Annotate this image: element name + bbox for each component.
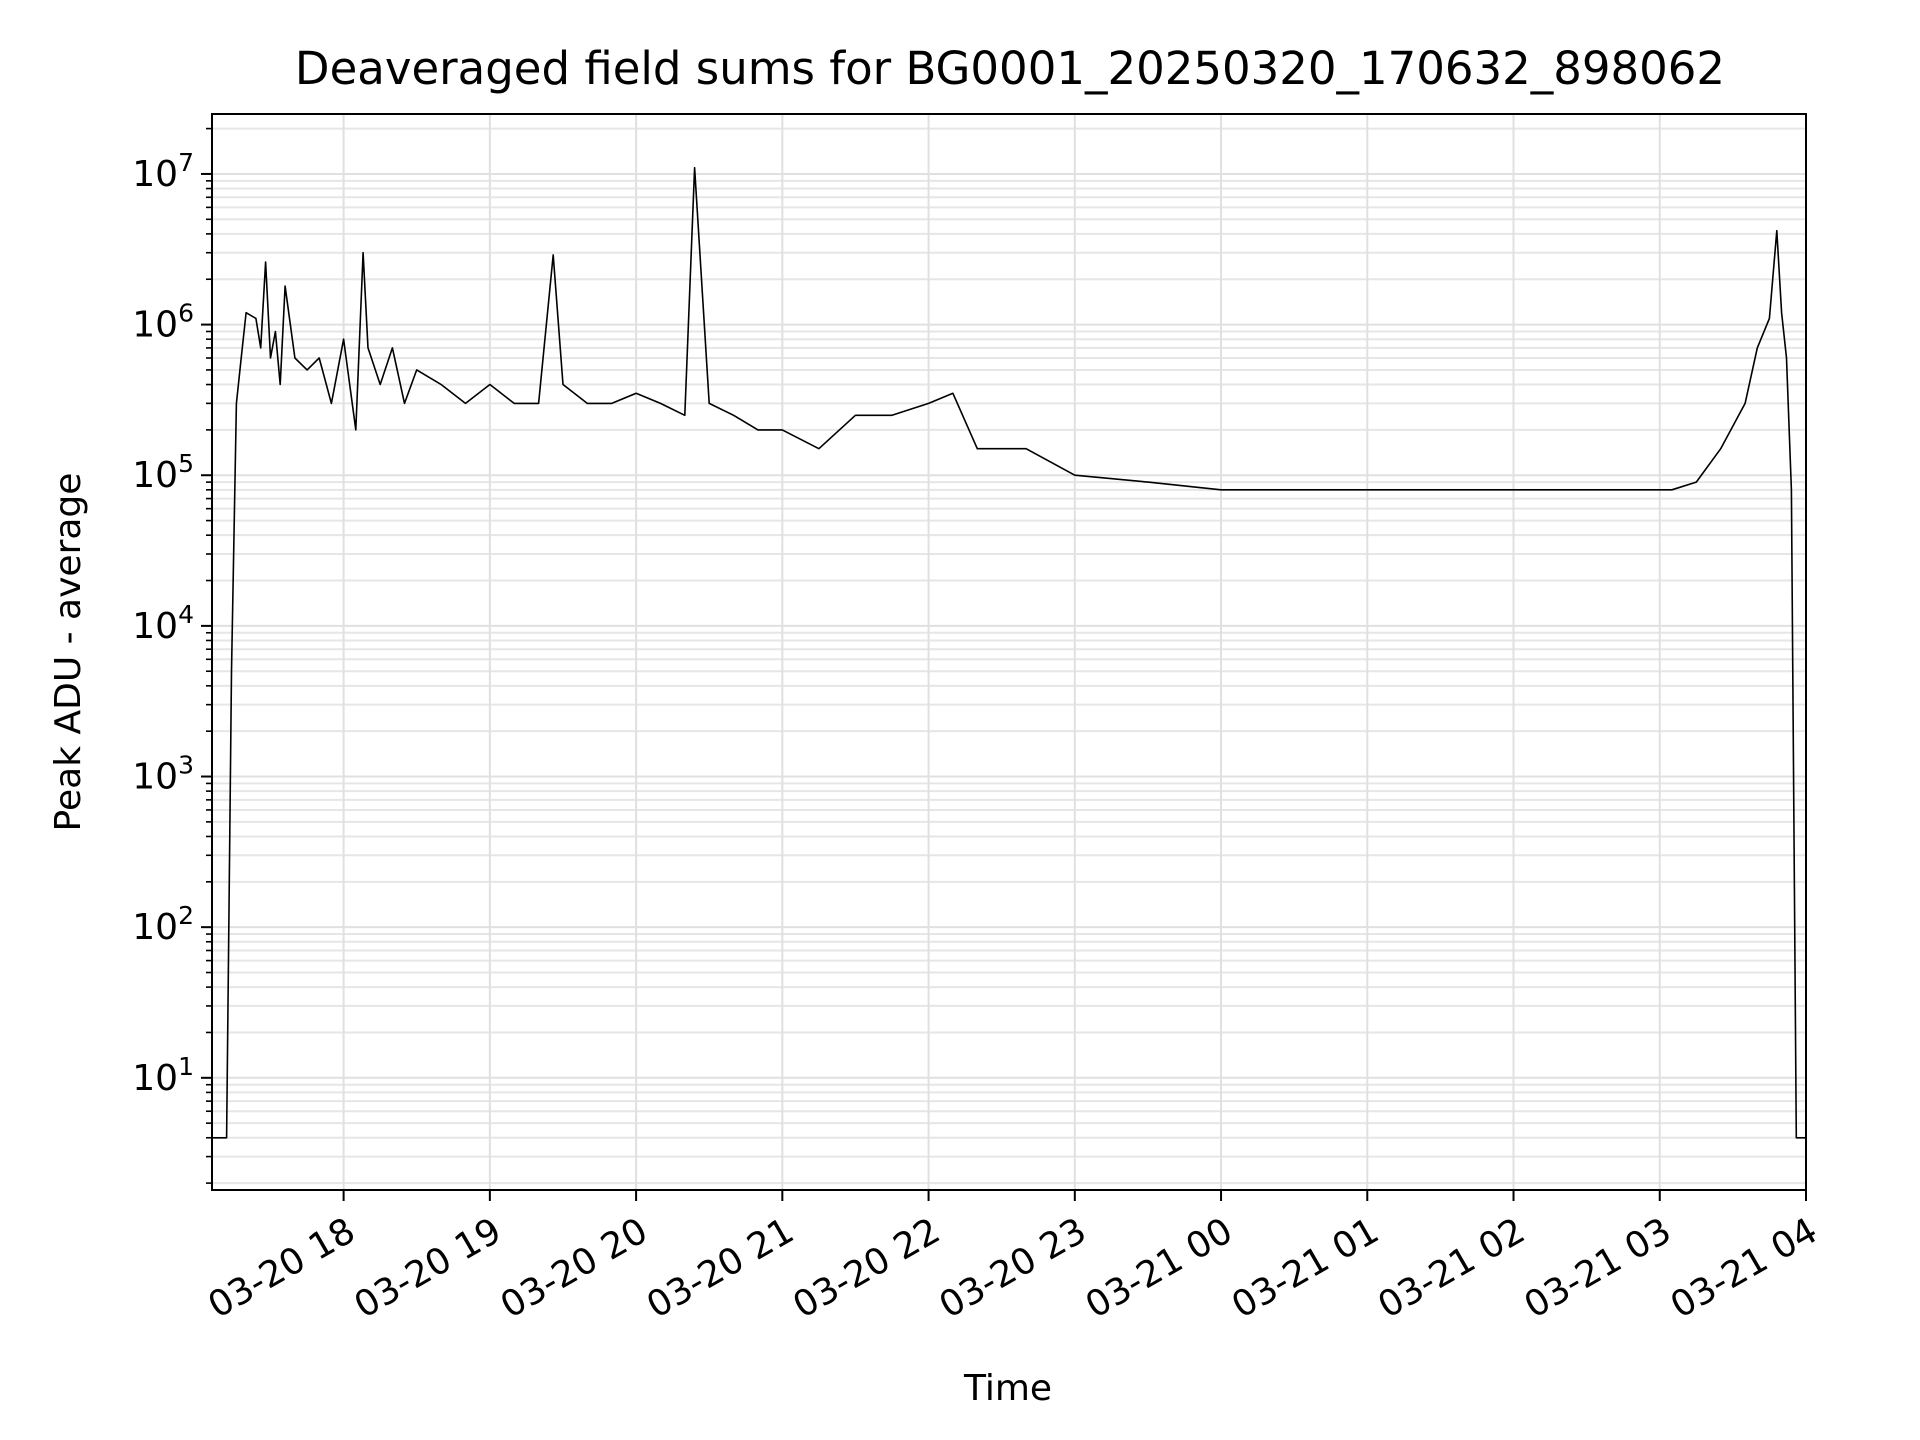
y-axis-label: Peak ADU - average (48, 473, 89, 832)
y-tick-label: 101 (132, 1052, 194, 1099)
y-tick-label: 102 (132, 901, 194, 948)
y-tick-label: 104 (132, 600, 194, 647)
chart-title: Deaveraged field sums for BG0001_2025032… (295, 42, 1725, 95)
y-tick-label: 105 (132, 449, 194, 496)
plot-area-frame (211, 113, 1807, 1191)
series-line (212, 166, 1806, 1139)
x-axis-label: Time (963, 1368, 1052, 1409)
y-tick-label: 103 (132, 751, 194, 798)
y-tick-label: 106 (132, 299, 194, 346)
y-tick-label: 107 (132, 148, 194, 195)
